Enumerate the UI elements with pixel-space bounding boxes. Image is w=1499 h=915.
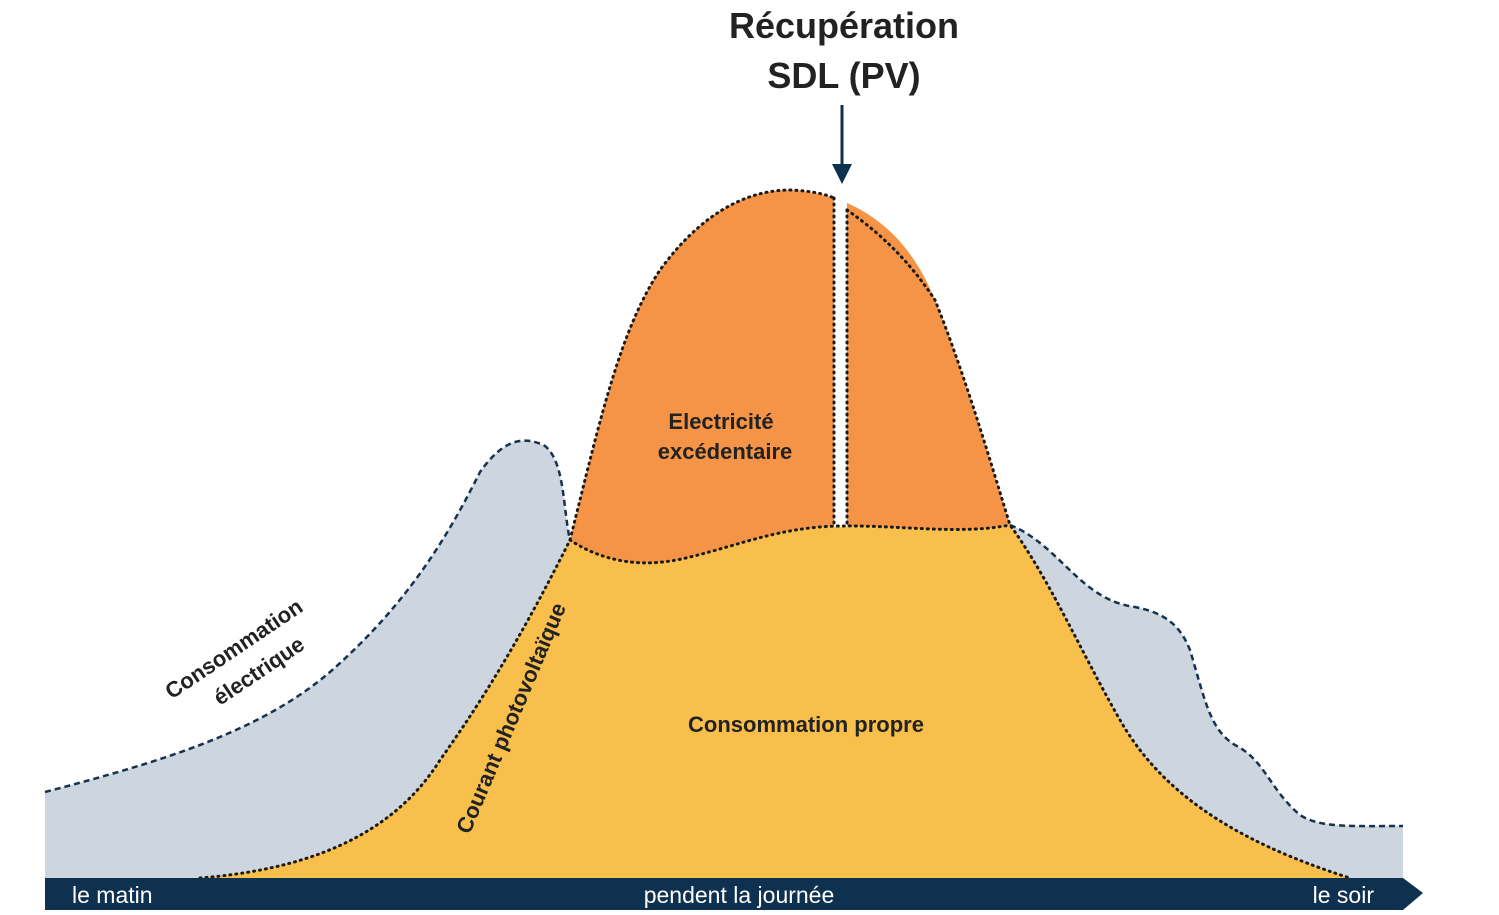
pv-recovery-gap bbox=[834, 195, 847, 527]
title-line-1: Récupération bbox=[729, 5, 959, 46]
time-axis bbox=[45, 878, 1423, 910]
self-consumption-boundary bbox=[568, 523, 1012, 565]
axis-label-day: pendent la journée bbox=[644, 882, 835, 908]
consumption-curve-evening bbox=[1009, 523, 1404, 828]
consumption-curve bbox=[44, 439, 572, 794]
title-line-2: SDL (PV) bbox=[767, 55, 920, 96]
excess-area bbox=[570, 190, 1010, 563]
excess-label-line-2: excédentaire bbox=[658, 439, 793, 464]
excess-label-line-1: Electricité bbox=[668, 409, 773, 434]
pv-curve bbox=[198, 188, 836, 880]
self-consumption-label: Consommation propre bbox=[688, 712, 924, 737]
axis-label-evening: le soir bbox=[1313, 882, 1375, 908]
pv-curve-right bbox=[845, 208, 1352, 880]
down-arrow-icon bbox=[832, 164, 852, 184]
axis-label-morning: le matin bbox=[72, 882, 153, 908]
